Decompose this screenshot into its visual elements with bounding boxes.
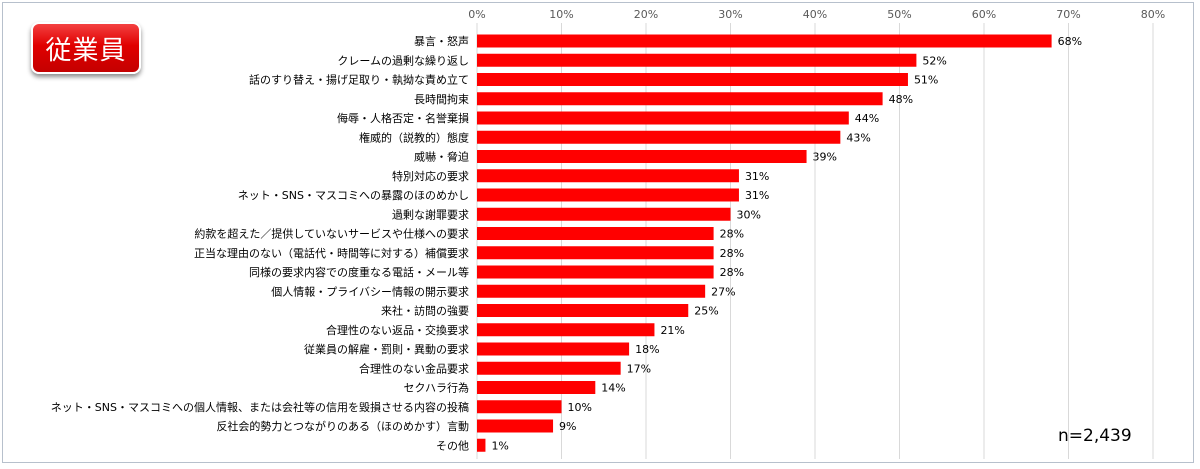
category-label: 話のすり替え・揚げ足取り・執拗な責め立て	[249, 73, 469, 87]
category-label: セクハラ行為	[404, 381, 469, 395]
bar	[477, 284, 706, 298]
bar-chart: 0% 10% 20% 30% 40% 50% 60% 70% 80% 暴言・怒声クレームの過剰な…	[51, 8, 1165, 459]
x-tick-label: 70%	[1056, 8, 1080, 21]
bar	[477, 342, 630, 356]
bar	[477, 227, 714, 240]
x-tick-label: 0%	[468, 8, 485, 21]
data-label: 9%	[559, 420, 576, 433]
bar	[477, 400, 562, 414]
bar	[477, 419, 554, 433]
bar	[477, 304, 689, 317]
category-label: その他	[436, 439, 469, 452]
data-label: 21%	[660, 324, 684, 337]
data-label: 27%	[711, 285, 735, 298]
bar	[477, 323, 655, 337]
respondent-group-badge: 従業員	[31, 22, 141, 74]
x-tick-label: 10%	[549, 8, 573, 21]
bar	[477, 130, 841, 144]
category-label: 暴言・怒声	[414, 34, 469, 48]
category-label: 過剰な謝罪要求	[392, 207, 469, 221]
data-label: 28%	[720, 247, 744, 260]
category-label: 正当な理由のない（電話代・時間等に対する）補償要求	[194, 246, 469, 260]
bar	[477, 73, 908, 86]
bar	[477, 361, 621, 375]
data-label: 39%	[813, 151, 837, 164]
data-label: 25%	[694, 305, 718, 318]
tick-labels: 0% 10% 20% 30% 40% 50% 60% 70% 80%	[468, 8, 1165, 21]
category-label: 約款を超えた／提供していないサービスや仕様への要求	[194, 227, 469, 241]
data-label: 10%	[568, 401, 592, 414]
data-label: 44%	[855, 112, 879, 125]
data-label: 28%	[720, 228, 744, 241]
category-label: 侮辱・人格否定・名誉棄損	[337, 111, 469, 125]
data-label: 17%	[627, 362, 651, 375]
data-label: 31%	[745, 170, 769, 183]
category-label: 同様の要求内容での度重なる電話・メール等	[249, 265, 469, 279]
data-label: 52%	[922, 54, 946, 67]
category-label: 反社会的勢力とつながりのある（ほのめかす）言動	[216, 419, 469, 433]
category-label: ネット・SNS・マスコミへの暴露のほのめかし	[238, 189, 469, 202]
data-label: 31%	[745, 189, 769, 202]
x-tick-label: 60%	[972, 8, 996, 21]
x-tick-label: 40%	[803, 8, 827, 21]
category-label: 威嚇・脅迫	[414, 150, 469, 164]
bar	[477, 34, 1052, 48]
data-label: 28%	[720, 266, 744, 279]
category-label: 権威的（説教的）態度	[359, 130, 469, 144]
data-label: 18%	[635, 343, 659, 356]
bar	[477, 438, 486, 452]
data-label: 68%	[1058, 35, 1082, 48]
x-tick-label: 30%	[718, 8, 742, 21]
data-label: 30%	[737, 208, 761, 221]
bar	[477, 207, 731, 221]
bar	[477, 188, 739, 202]
data-label: 51%	[914, 74, 938, 87]
sample-size-label: n=2,439	[1058, 426, 1132, 446]
bar	[477, 53, 917, 67]
x-tick-label: 20%	[634, 8, 658, 21]
data-label: 48%	[889, 93, 913, 106]
category-labels: 暴言・怒声クレームの過剰な繰り返し話のすり替え・揚げ足取り・執拗な責め立て長時間…	[51, 34, 469, 452]
data-label: 43%	[846, 131, 870, 144]
bar	[477, 246, 714, 260]
data-label: 1%	[491, 439, 508, 452]
category-label: 合理性のない金品要求	[359, 361, 469, 375]
category-label: ネット・SNS・マスコミへの個人情報、または会社等の信用を毀損させる内容の投稿	[51, 400, 469, 414]
category-label: 長時間拘束	[414, 92, 469, 106]
category-label: クレームの過剰な繰り返し	[337, 53, 469, 67]
data-label: 14%	[601, 382, 625, 395]
bar	[477, 150, 807, 163]
bar	[477, 265, 714, 279]
chart-frame: 0% 10% 20% 30% 40% 50% 60% 70% 80% 暴言・怒声クレームの過剰な…	[2, 2, 1194, 463]
bar	[477, 111, 849, 125]
category-label: 従業員の解雇・罰則・異動の要求	[304, 342, 469, 356]
x-tick-label: 80%	[1141, 8, 1165, 21]
x-tick-label: 50%	[887, 8, 911, 21]
category-label: 特別対応の要求	[392, 169, 469, 183]
bar	[477, 381, 596, 394]
bars	[477, 34, 1052, 452]
category-label: 合理性のない返品・交換要求	[326, 323, 469, 337]
category-label: 個人情報・プライバシー情報の開示要求	[271, 285, 469, 298]
bar	[477, 169, 739, 183]
category-label: 来社・訪問の強要	[381, 304, 469, 318]
value-labels: 68% 52% 51%48% 44% 43% 39% 31% 31% 30% 28% 28% 28% 2…	[491, 35, 1082, 452]
bar	[477, 92, 883, 106]
